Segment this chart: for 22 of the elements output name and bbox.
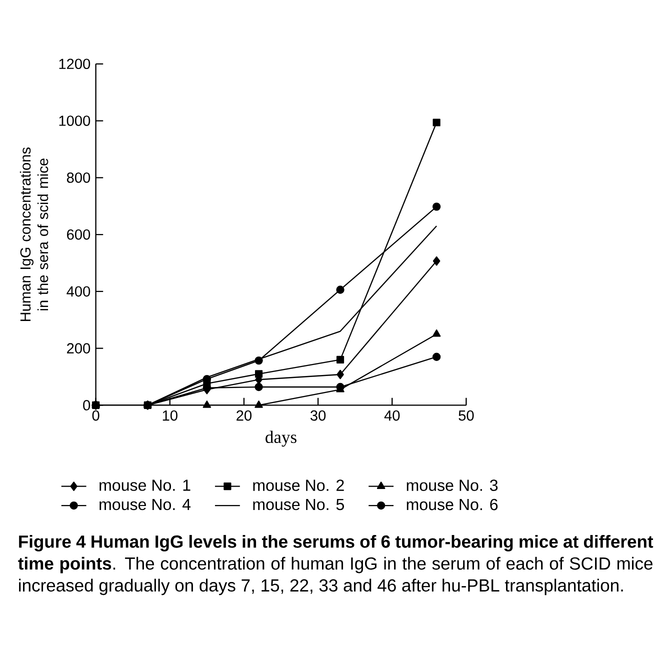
x-tick-label: 10 bbox=[162, 410, 178, 421]
x-tick-label: 40 bbox=[384, 410, 400, 421]
legend-label: mouse No. 6 bbox=[406, 498, 498, 510]
y-tick-label: 0 bbox=[83, 400, 90, 410]
y-tick-label: 1200 bbox=[59, 58, 90, 70]
legend-label: mouse No. 3 bbox=[406, 480, 498, 491]
legend-label: mouse No. 4 bbox=[100, 498, 191, 510]
x-tick-label: 20 bbox=[236, 410, 252, 421]
x-axis-title: days bbox=[266, 430, 296, 447]
x-tick-label: 0 bbox=[92, 410, 100, 421]
y-tick-label: 400 bbox=[66, 286, 90, 297]
legend-label: mouse No. 2 bbox=[253, 480, 344, 491]
legend-label: mouse No. 1 bbox=[100, 480, 190, 491]
legend-label: mouse No. 5 bbox=[253, 498, 344, 510]
y-tick-label: 1000 bbox=[59, 116, 90, 126]
x-tick-label: 30 bbox=[310, 410, 326, 421]
y-tick-label: 600 bbox=[67, 229, 90, 240]
y-tick-label: 200 bbox=[67, 343, 90, 354]
y-tick-label: 800 bbox=[66, 172, 90, 183]
text: Figure 4 Human IgG levels in the serums of 6 tumor-bearing mice at different time points. The concentration of human IgG in the serum of each of SCID mice increased gradually on days 7, 15, 22, 33 and 46 after hu-PBL transplantation. bbox=[18, 534, 654, 596]
x-tick-label: 50 bbox=[458, 410, 474, 421]
y-axis-title: Human IgG concentrations in the sera of scid mice bbox=[20, 147, 48, 321]
